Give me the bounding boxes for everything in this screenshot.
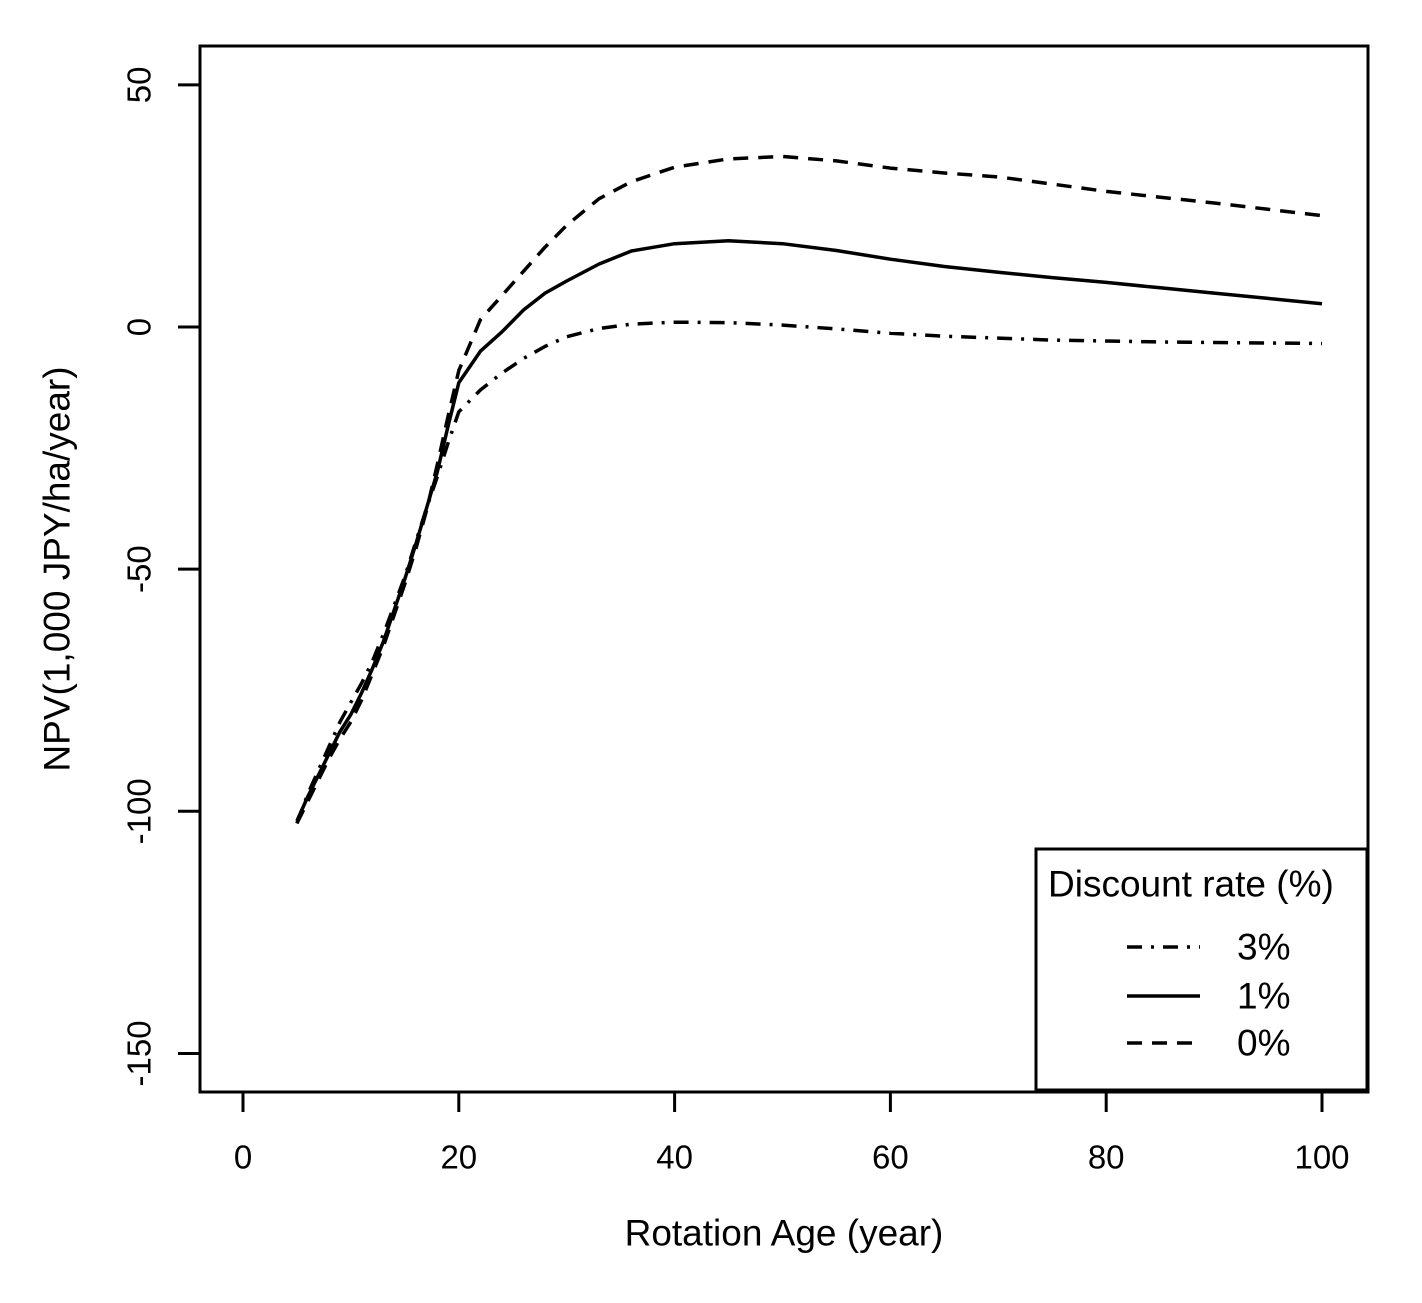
curve-discount-0 — [295, 154, 1323, 825]
curve-discount-3 — [295, 320, 1323, 825]
x-tick-label: 0 — [234, 1139, 252, 1176]
y-axis-title: NPV(1,000 JPY/ha/year) — [37, 366, 78, 771]
x-axis-title: Rotation Age (year) — [625, 1213, 944, 1254]
x-tick-label: 60 — [872, 1139, 909, 1176]
legend-border — [1034, 847, 1369, 1092]
legend-label-discount-3: 3% — [1237, 927, 1290, 968]
curve-discount-1 — [295, 239, 1323, 822]
legend-label-discount-0: 0% — [1237, 1023, 1290, 1064]
y-tick-label: 0 — [121, 318, 158, 336]
x-axis-ticks: 0 20 40 60 80 100 — [234, 1092, 1350, 1176]
legend-entries: 3% 1% 0% — [1127, 927, 1290, 1064]
y-axis-ticks: 50 0 -50 -100 -150 — [121, 66, 200, 1086]
x-tick-label: 40 — [656, 1139, 693, 1176]
y-tick-label: -100 — [121, 778, 158, 844]
legend-title: Discount rate (%) — [1048, 864, 1334, 905]
legend: Discount rate (%) 3% 1% 0% — [1034, 847, 1369, 1092]
x-tick-label: 20 — [440, 1139, 477, 1176]
x-tick-label: 80 — [1088, 1139, 1125, 1176]
y-tick-label: -150 — [121, 1020, 158, 1086]
y-tick-label: -50 — [121, 545, 158, 593]
legend-label-discount-1: 1% — [1237, 976, 1290, 1017]
data-curves — [295, 154, 1323, 825]
x-tick-label: 100 — [1294, 1139, 1349, 1176]
y-tick-label: 50 — [121, 66, 158, 103]
